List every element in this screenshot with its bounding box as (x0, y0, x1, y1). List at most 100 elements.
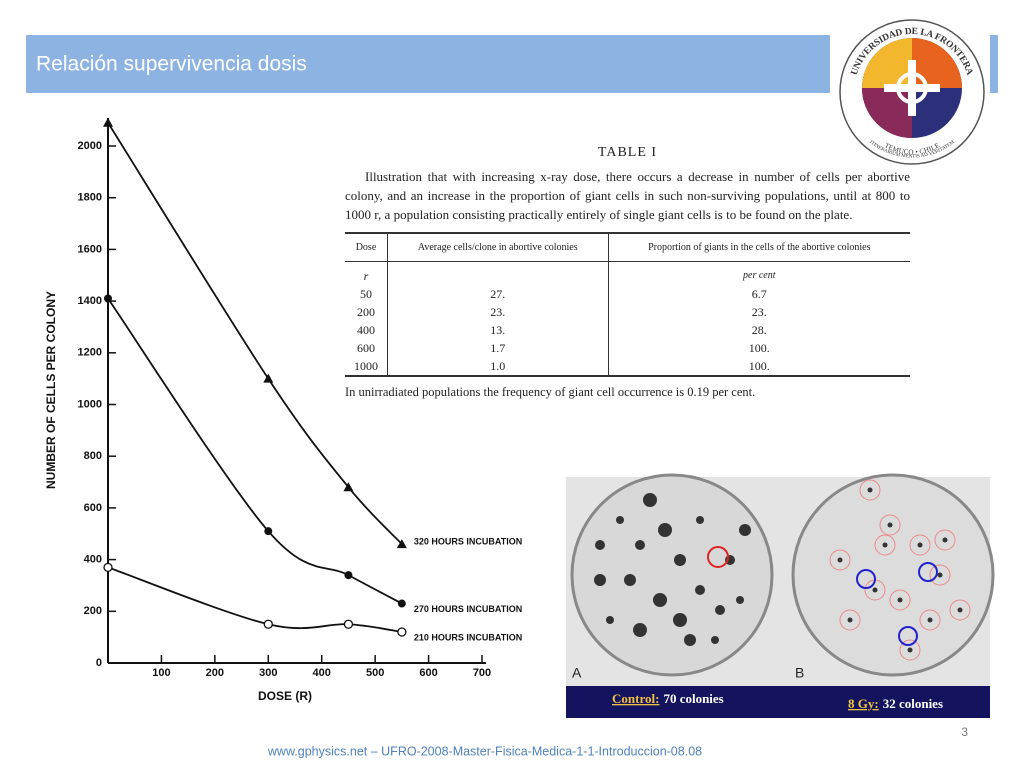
table-cell: 50 (345, 285, 388, 303)
table-row: 50 27. 6.7 (345, 285, 910, 303)
colony (736, 596, 744, 604)
column-header: Dose (345, 233, 388, 262)
caption-label: 8 Gy: (848, 696, 879, 711)
giant-cell (889, 589, 911, 611)
table-row: 200 23. 23. (345, 303, 910, 321)
table-cell: 23. (387, 303, 609, 321)
table-cell: 23. (751, 305, 767, 319)
giant-cell (934, 529, 956, 551)
colony (643, 493, 657, 507)
marker (344, 571, 353, 580)
table-cell: 1.0 (387, 357, 609, 376)
column-header: Proportion of giants in the cells of the… (608, 233, 910, 262)
table-title: TABLE I (597, 145, 658, 160)
colony (711, 636, 719, 644)
colony (673, 613, 687, 627)
table-caption: Illustration that with increasing x-ray … (345, 169, 910, 222)
giant-cell (879, 514, 901, 536)
cell (847, 617, 853, 623)
cell (872, 587, 878, 593)
highlight (707, 546, 729, 568)
table-cell: 100. (748, 341, 770, 355)
colony (606, 616, 614, 624)
colony (595, 540, 605, 550)
y-tick-label: 1800 (78, 192, 102, 204)
y-tick-label: 1000 (78, 398, 102, 410)
y-tick-label: 200 (84, 605, 102, 617)
column-header: Average cells/clone in abortive colonies (387, 233, 609, 262)
colony (633, 623, 647, 637)
x-tick-label: 500 (366, 667, 384, 679)
table: Dose Average cells/clone in abortive colo… (345, 232, 910, 377)
colony (695, 585, 705, 595)
x-tick-label: 700 (473, 667, 491, 679)
caption-label: Control: (612, 691, 659, 706)
y-tick-label: 1200 (78, 347, 102, 359)
marker (263, 373, 274, 383)
x-tick-label: 400 (313, 667, 331, 679)
y-tick-label: 1400 (78, 295, 102, 307)
x-axis-label: DOSE (R) (258, 689, 312, 703)
y-tick-label: 800 (84, 450, 102, 462)
table-cell: 28. (751, 323, 767, 337)
giant-cell (839, 609, 861, 631)
colony (635, 540, 645, 550)
giant-cell (909, 534, 931, 556)
marker (103, 117, 113, 127)
caption-text: 70 colonies (663, 691, 723, 706)
colony (624, 574, 636, 586)
x-tick-label: 600 (419, 667, 437, 679)
panel-caption: 8 Gy: 32 colonies (848, 696, 943, 711)
table-row: 400 13. 28. (345, 321, 910, 339)
marker (343, 619, 354, 629)
colony (684, 634, 696, 646)
proportion-unit: per cent (743, 270, 776, 281)
series-line (107, 298, 403, 605)
page-number: 3 (961, 725, 968, 739)
table-cell: 600 (345, 339, 388, 357)
cell (937, 572, 943, 578)
table-row: 1000 1.0 100. (345, 357, 910, 376)
cell (837, 557, 843, 563)
colony (696, 516, 704, 524)
table-cell: 1000 (345, 357, 388, 376)
series-line (107, 122, 403, 545)
cell (882, 542, 888, 548)
series-line (107, 566, 402, 633)
marker (263, 619, 273, 629)
colony (594, 574, 606, 586)
cell (917, 542, 923, 548)
y-tick-label: 400 (84, 554, 102, 566)
giant-cell (949, 599, 971, 621)
table-cell: 200 (345, 303, 388, 321)
y-tick-label: 0 (96, 657, 102, 669)
legend-label: 210 HOURS INCUBATION (414, 632, 522, 642)
chart: 0200400600800100012001400160018002000100… (44, 117, 522, 703)
cell (907, 647, 913, 653)
colony (658, 523, 672, 537)
cell (942, 537, 948, 543)
panel-letter: B (795, 665, 804, 681)
y-tick-label: 600 (84, 502, 102, 514)
panel-letter: A (572, 665, 582, 681)
dose-unit: r (345, 261, 388, 285)
colony (616, 516, 624, 524)
legend-label: 320 HOURS INCUBATION (414, 536, 522, 546)
table-cell: 400 (345, 321, 388, 339)
y-tick-label: 2000 (78, 140, 102, 152)
table-i: TABLE I Illustration that with increasin… (345, 145, 910, 400)
marker (103, 562, 113, 573)
marker (343, 482, 354, 492)
y-axis-label: NUMBER OF CELLS PER COLONY (44, 291, 58, 489)
x-tick-label: 300 (259, 667, 277, 679)
cell (867, 487, 873, 493)
table-row: 600 1.7 100. (345, 339, 910, 357)
table-cell: 13. (387, 321, 609, 339)
giant-cell (859, 479, 881, 501)
giant-cell (874, 534, 896, 556)
giant-cell (919, 609, 941, 631)
caption-text: 32 colonies (883, 696, 943, 711)
colony (739, 524, 751, 536)
